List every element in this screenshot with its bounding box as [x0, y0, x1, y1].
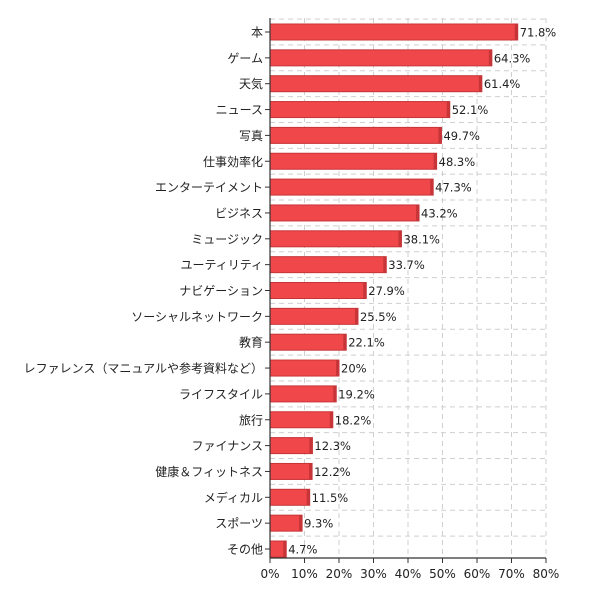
bar-edge	[333, 385, 337, 402]
data-label: 33.7%	[388, 258, 425, 272]
bar	[269, 178, 434, 196]
bar	[269, 514, 303, 532]
bar	[269, 359, 340, 377]
bar	[269, 437, 313, 455]
bar	[269, 333, 347, 351]
bar-edge	[306, 489, 310, 506]
data-label: 61.4%	[484, 77, 521, 91]
value-labels: 71.8% 64.3% 61.4% 52.1% 49.7% 48.3% 47.3% 43.2%…	[288, 26, 556, 557]
bar	[269, 385, 337, 403]
category-label: ミュージック	[191, 232, 263, 246]
x-tick-label: 40%	[395, 567, 422, 581]
data-label: 52.1%	[452, 103, 489, 117]
bar-edge	[363, 282, 367, 299]
bar	[269, 307, 359, 325]
x-tick-label: 10%	[291, 567, 318, 581]
category-labels: 本ゲーム天気ニュース写真仕事効率化エンターテイメントビジネスミュージックユーティ…	[24, 26, 263, 557]
data-label: 12.2%	[314, 465, 351, 479]
bars	[269, 23, 519, 558]
data-label: 12.3%	[314, 439, 351, 453]
bar-edge	[329, 411, 333, 428]
data-label: 4.7%	[288, 543, 317, 557]
bar	[269, 411, 334, 429]
category-label: ソーシャルネットワーク	[131, 310, 263, 324]
x-tick-label: 0%	[260, 567, 279, 581]
category-label: その他	[227, 543, 263, 557]
category-label: ライフスタイル	[179, 387, 263, 401]
bar-edge	[478, 75, 482, 92]
bar	[269, 49, 493, 67]
category-label: ニュース	[216, 103, 263, 117]
bar-edge	[416, 204, 420, 221]
category-label: 旅行	[239, 413, 263, 427]
bar-edge	[354, 308, 358, 325]
bar	[269, 75, 483, 93]
bar-edge	[398, 230, 402, 247]
data-label: 27.9%	[368, 284, 405, 298]
category-label: 健康＆フィットネス	[155, 464, 263, 479]
category-label: 天気	[239, 76, 263, 91]
data-label: 47.3%	[435, 181, 472, 195]
data-label: 20%	[341, 362, 367, 376]
bar-edge	[343, 334, 347, 351]
category-label: 本	[251, 26, 263, 40]
bar-edge	[309, 437, 313, 454]
bar-edge	[430, 179, 434, 196]
axes	[265, 18, 547, 563]
x-tick-labels: 0% 10% 20% 30% 40% 50% 60% 70% 80%	[260, 567, 559, 581]
data-label: 19.2%	[338, 387, 375, 401]
bar	[269, 152, 438, 170]
data-label: 49.7%	[443, 129, 480, 143]
data-label: 64.3%	[494, 51, 531, 65]
x-tick-label: 50%	[429, 567, 456, 581]
bar	[269, 126, 442, 144]
data-label: 38.1%	[403, 232, 440, 246]
data-label: 18.2%	[335, 413, 372, 427]
data-label: 22.1%	[348, 336, 385, 350]
bar	[269, 204, 420, 222]
data-label: 48.3%	[439, 155, 476, 169]
data-label: 9.3%	[304, 517, 333, 531]
x-tick-label: 60%	[464, 567, 491, 581]
category-label: スポーツ	[215, 517, 263, 531]
bar	[269, 23, 519, 41]
bar-edge	[383, 256, 387, 273]
bar-edge	[283, 541, 287, 557]
bar-edge	[309, 463, 313, 480]
bar-edge	[446, 101, 450, 118]
bar-edge	[299, 515, 303, 532]
x-tick-label: 80%	[533, 567, 560, 581]
data-label: 71.8%	[520, 26, 557, 40]
bar-edge	[438, 127, 442, 144]
category-label: 写真	[239, 129, 263, 143]
bar-edge	[433, 153, 437, 170]
x-tick-label: 30%	[360, 567, 387, 581]
category-label: ビジネス	[215, 206, 263, 220]
category-label: 仕事効率化	[203, 154, 263, 169]
category-label: ユーティリティ	[180, 258, 263, 272]
category-label: レファレンス（マニュアルや参考資料など）	[24, 361, 263, 376]
grid-lines	[270, 18, 547, 558]
data-label: 11.5%	[312, 491, 349, 505]
data-label: 43.2%	[421, 206, 458, 220]
bar-edge	[336, 360, 339, 377]
x-tick-label: 70%	[498, 567, 525, 581]
bar	[269, 282, 367, 299]
category-label: メディカル	[204, 490, 263, 505]
bar-edge	[488, 49, 492, 66]
category-label: ファイナンス	[191, 439, 263, 453]
bar	[269, 488, 311, 506]
category-label: エンターテイメント	[155, 181, 263, 195]
bar	[269, 101, 451, 119]
category-label: ナビゲーション	[179, 284, 263, 298]
x-tick-label: 20%	[326, 567, 353, 581]
bar-edge	[514, 24, 518, 40]
category-label: 教育	[239, 335, 263, 350]
bar	[269, 462, 313, 480]
bar	[269, 230, 402, 248]
category-label: ゲーム	[227, 51, 263, 65]
data-label: 25.5%	[360, 310, 397, 324]
bar	[269, 256, 387, 274]
